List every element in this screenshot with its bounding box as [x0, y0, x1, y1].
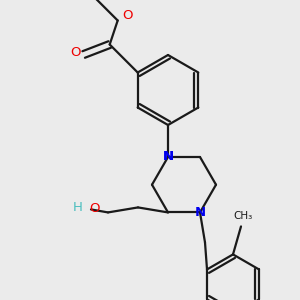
Text: H: H	[73, 201, 83, 214]
Text: O: O	[70, 46, 81, 59]
Text: N: N	[194, 206, 206, 219]
Text: CH₃: CH₃	[233, 212, 253, 221]
Text: N: N	[162, 151, 174, 164]
Text: O: O	[122, 9, 133, 22]
Text: N: N	[162, 151, 174, 164]
Text: O: O	[89, 202, 99, 215]
